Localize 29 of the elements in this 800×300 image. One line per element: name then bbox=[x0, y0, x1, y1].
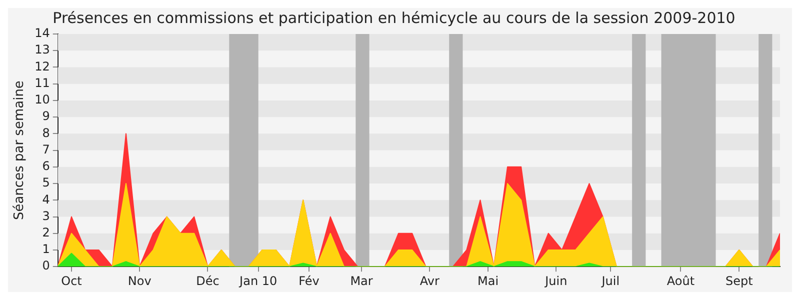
y-tick-label: 14 bbox=[34, 26, 50, 40]
y-tick-label: 8 bbox=[42, 126, 50, 140]
x-tick-label: Juin bbox=[544, 274, 568, 288]
y-tick-label: 12 bbox=[34, 59, 50, 74]
chart-title: Présences en commissions et participation en hémicycle au cours de la session 2009-2010 bbox=[52, 8, 736, 27]
y-tick-label: 9 bbox=[42, 109, 50, 124]
x-tick-label: Déc bbox=[196, 274, 220, 288]
y-tick-label: 11 bbox=[34, 76, 50, 90]
y-tick-label: 7 bbox=[42, 142, 50, 156]
x-tick-label: Juil bbox=[600, 274, 620, 288]
y-tick-label: 4 bbox=[42, 192, 50, 206]
x-tick-label: Nov bbox=[128, 274, 152, 288]
y-tick-label: 5 bbox=[42, 176, 50, 190]
x-tick-label: Oct bbox=[61, 274, 82, 288]
y-tick-label: 13 bbox=[34, 42, 50, 57]
y-tick-label: 3 bbox=[42, 208, 50, 223]
x-tick-label: Mar bbox=[350, 274, 373, 288]
x-tick-label: Août bbox=[666, 274, 695, 288]
y-tick-label: 6 bbox=[42, 159, 50, 174]
y-tick-label: 10 bbox=[34, 92, 50, 107]
y-tick-label: 0 bbox=[42, 258, 50, 273]
x-tick-label: Avr bbox=[420, 274, 440, 288]
y-tick-label: 1 bbox=[42, 242, 50, 256]
x-tick-label: Fév bbox=[298, 274, 320, 288]
y-tick-label: 2 bbox=[42, 225, 50, 240]
x-tick-label: Sept bbox=[725, 274, 754, 288]
x-tick-label: Mai bbox=[478, 274, 499, 288]
x-tick-label: Jan 10 bbox=[238, 274, 278, 288]
y-axis-title: Séances par semaine bbox=[12, 80, 28, 220]
